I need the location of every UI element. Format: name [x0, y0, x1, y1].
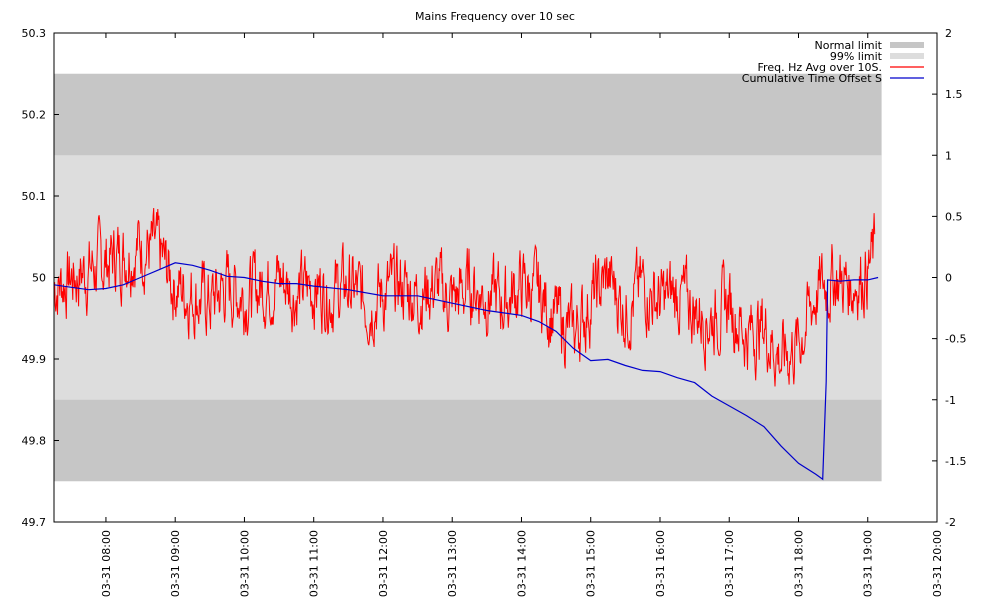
legend-frequency-label: Freq. Hz Avg over 10S. [758, 61, 882, 74]
x-tick-label: 03-31 13:00 [446, 530, 459, 597]
right-tick-label: -2 [945, 516, 956, 529]
time-offset-series-line [53, 262, 879, 481]
left-tick-label: 49.8 [22, 435, 47, 448]
x-tick-label: 03-31 17:00 [723, 530, 736, 597]
frequency-series-line [53, 207, 876, 387]
left-tick-label: 50.3 [22, 27, 47, 40]
left-tick-label: 49.9 [22, 353, 47, 366]
x-axis: 03-31 08:00 03-31 09:00 03-31 10:00 03-31 1… [100, 33, 944, 597]
right-tick-label: -0.5 [945, 333, 966, 346]
right-tick-label: 2 [945, 27, 952, 40]
right-y-axis: -2 -1.5 -1 -0.5 0 0.5 1 1.5 2 [932, 27, 966, 529]
right-tick-label: 1 [945, 149, 952, 162]
right-tick-label: -1.5 [945, 455, 966, 468]
x-tick-label: 03-31 12:00 [377, 530, 390, 597]
chart-title: Mains Frequency over 10 sec [415, 10, 575, 23]
x-tick-label: 03-31 18:00 [792, 530, 805, 597]
x-tick-label: 03-31 08:00 [100, 530, 113, 597]
x-tick-label: 03-31 14:00 [515, 530, 528, 597]
legend-normal-limit-swatch [890, 42, 924, 48]
x-tick-label: 03-31 09:00 [169, 530, 182, 597]
legend-time-offset-label: Cumulative Time Offset S [742, 72, 882, 85]
legend-99-limit-swatch [890, 53, 924, 59]
right-tick-label: 0.5 [945, 210, 963, 223]
left-y-axis: 49.7 49.8 49.9 50 50.1 50.2 50.3 [22, 27, 59, 529]
x-tick-label: 03-31 20:00 [931, 530, 944, 597]
legend-normal-limit-label: Normal limit [815, 39, 883, 52]
right-tick-label: 1.5 [945, 88, 963, 101]
x-tick-label: 03-31 15:00 [585, 530, 598, 597]
x-tick-label: 03-31 16:00 [654, 530, 667, 597]
left-tick-label: 50.2 [22, 109, 47, 122]
right-tick-label: 0 [945, 272, 952, 285]
series-layer [53, 207, 879, 481]
x-tick-label: 03-31 19:00 [862, 530, 875, 597]
x-tick-label: 03-31 11:00 [308, 530, 321, 597]
left-tick-label: 50.1 [22, 190, 47, 203]
left-tick-label: 49.7 [22, 516, 47, 529]
legend-99-limit-label: 99% limit [830, 50, 883, 63]
left-tick-label: 50 [32, 272, 46, 285]
x-tick-label: 03-31 10:00 [238, 530, 251, 597]
right-tick-label: -1 [945, 394, 956, 407]
